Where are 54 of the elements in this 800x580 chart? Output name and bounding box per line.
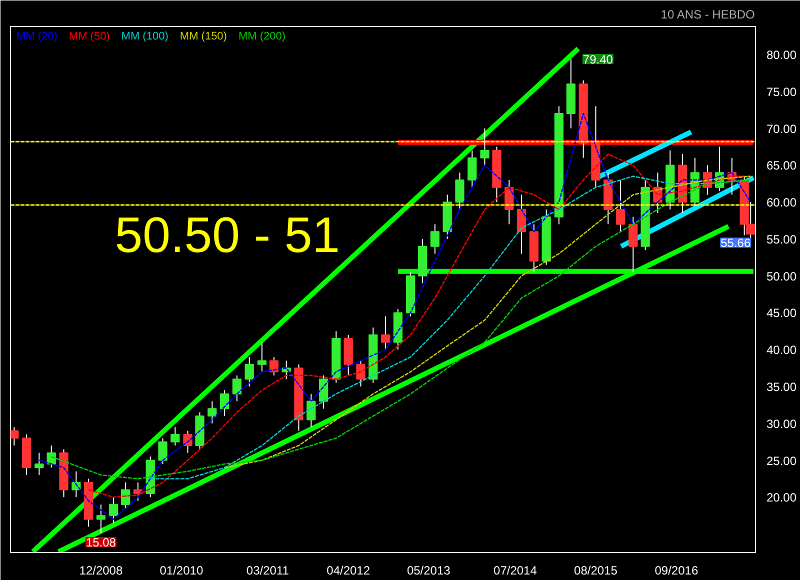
candlestick [430, 224, 440, 254]
candlestick [480, 128, 490, 166]
x-tick-label: 03/2011 [246, 564, 290, 578]
candlestick [628, 216, 638, 273]
candlestick [356, 360, 366, 388]
candlestick [616, 179, 626, 232]
x-tick-label: 12/2008 [79, 564, 123, 578]
annotation: 79.40 [582, 52, 614, 66]
y-tick-label: 55.00 [766, 232, 797, 246]
candlestick [380, 316, 390, 350]
candlestick [232, 374, 242, 402]
candlestick [244, 356, 254, 388]
candlestick [170, 426, 180, 446]
line-series [38, 112, 752, 520]
y-tick-label: 20.00 [766, 490, 797, 505]
text: MM (200) [238, 30, 286, 42]
x-tick-label: 07/2014 [494, 564, 538, 578]
y-tick-label: 65.00 [766, 158, 797, 173]
text: MM (20) [16, 30, 58, 42]
y-tick-label: 80.00 [766, 48, 797, 62]
candlestick [208, 400, 217, 424]
annotation: 55.66 [720, 236, 751, 250]
annotation: 50.50 - 51 [114, 207, 340, 264]
y-tick-label: 60.00 [766, 196, 797, 210]
y-tick-label: 35.00 [766, 380, 797, 394]
candlestick [96, 504, 106, 534]
y-tick-label: 25.00 [766, 454, 797, 468]
y-tick-label: 30.00 [766, 416, 797, 431]
candlestick [158, 438, 168, 464]
chart-subtitle: 10 ANS - HEBDO [660, 8, 755, 22]
x-tick-label: 09/2016 [654, 564, 698, 578]
candlestick [108, 496, 118, 524]
candlestick [269, 356, 279, 376]
x-tick-label: 08/2015 [574, 564, 618, 578]
candlestick [306, 393, 316, 428]
candlestick [34, 452, 44, 476]
y-tick-label: 75.00 [766, 84, 797, 99]
candlestick [120, 482, 130, 509]
x-tick-label: 04/2012 [326, 564, 370, 578]
candlestick [183, 430, 192, 454]
candlestick [455, 172, 464, 210]
y-tick-label: 40.00 [766, 343, 797, 358]
y-tick-label: 70.00 [766, 122, 797, 136]
x-tick-label: 01/2010 [160, 564, 204, 578]
x-tick-label: 05/2013 [406, 564, 451, 578]
annotation: 15.08 [86, 535, 116, 550]
y-tick-label: 50.00 [766, 269, 797, 284]
text: MM (150) [180, 30, 227, 42]
candlestick [257, 342, 267, 372]
candlestick [318, 374, 328, 410]
text: MM (100) [121, 30, 168, 42]
candlestick [468, 150, 477, 188]
text: MM (50) [68, 30, 110, 42]
y-tick-label: 45.00 [766, 306, 797, 320]
